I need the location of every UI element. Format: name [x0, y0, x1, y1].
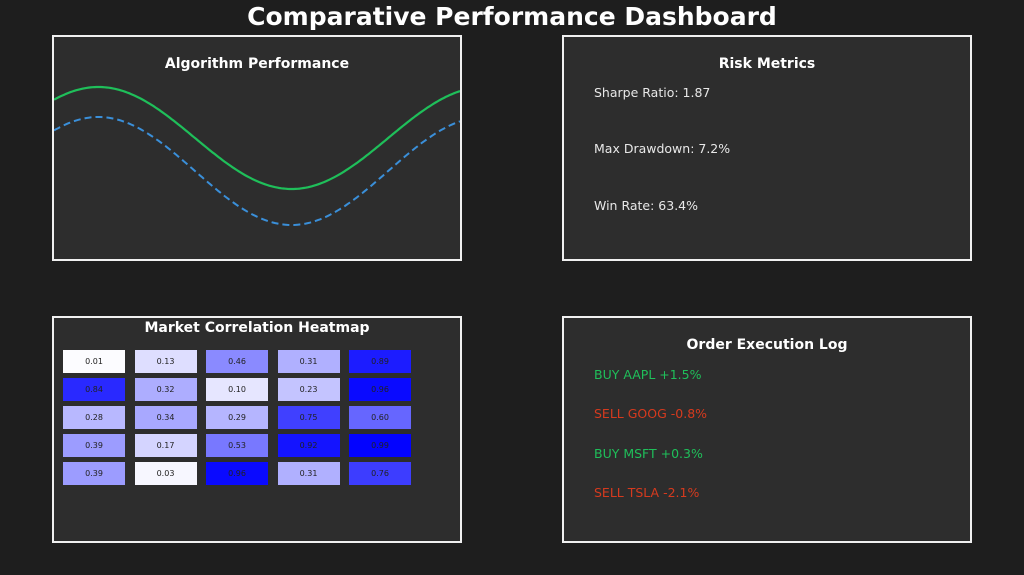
heatmap-cell: 0.23: [277, 378, 340, 401]
heatmap-cell: 0.32: [134, 378, 197, 401]
dashboard-title: Comparative Performance Dashboard: [247, 2, 777, 31]
order-entry: BUY MSFT +0.3%: [594, 446, 703, 461]
sharpe-ratio-metric: Sharpe Ratio: 1.87: [594, 85, 711, 100]
heatmap-cell: 0.84: [63, 378, 125, 401]
heatmap-cell: 0.39: [63, 434, 125, 457]
win-rate-metric: Win Rate: 63.4%: [594, 198, 699, 213]
performance-series-dashed: [54, 116, 460, 226]
performance-title: Algorithm Performance: [164, 56, 350, 72]
risk-metrics-panel: Risk Metrics Sharpe Ratio: 1.87 Max Draw…: [562, 35, 972, 261]
heatmap-cell: 0.89: [349, 350, 411, 373]
heatmap-cell: 0.10: [206, 378, 268, 401]
order-entry: BUY AAPL +1.5%: [594, 367, 702, 382]
heatmap-title: Market Correlation Heatmap: [144, 320, 370, 336]
heatmap-cell: 0.96: [206, 462, 268, 485]
performance-series-solid: [54, 85, 460, 191]
heatmap-cell: 0.75: [277, 406, 340, 429]
order-entry: SELL GOOG -0.8%: [594, 406, 708, 421]
order-entry: SELL TSLA -2.1%: [594, 485, 700, 500]
heatmap-cell: 0.31: [277, 462, 340, 485]
heatmap-cell: 0.01: [63, 350, 125, 373]
heatmap-cell: 0.13: [134, 350, 197, 373]
order-execution-log-panel: Order Execution Log BUY AAPL +1.5% SELL …: [562, 316, 972, 543]
performance-chart: [54, 85, 460, 226]
heatmap-cell: 0.76: [349, 462, 411, 485]
heatmap-cell: 0.46: [206, 350, 268, 373]
heatmap-cell: 0.96: [349, 378, 411, 401]
correlation-heatmap-panel: Market Correlation Heatmap 0.01 0.13 0.46 0…: [52, 316, 462, 543]
heatmap-cell: 0.29: [206, 406, 268, 429]
heatmap-cell: 0.39: [63, 462, 125, 485]
heatmap-cell: 0.28: [63, 406, 125, 429]
heatmap-cell: 0.17: [134, 434, 197, 457]
heatmap-cell: 0.34: [134, 406, 197, 429]
heatmap-cell: 0.99: [349, 434, 411, 457]
risk-title: Risk Metrics: [718, 56, 816, 72]
algorithm-performance-panel: Algorithm Performance: [52, 35, 462, 261]
heatmap-cell: 0.92: [277, 434, 340, 457]
heatmap-cell: 0.60: [349, 406, 411, 429]
order-log-title: Order Execution Log: [686, 337, 848, 353]
max-drawdown-metric: Max Drawdown: 7.2%: [594, 141, 731, 156]
heatmap-cell: 0.53: [206, 434, 268, 457]
heatmap-cell: 0.31: [277, 350, 340, 373]
heatmap-cell: 0.03: [134, 462, 197, 485]
